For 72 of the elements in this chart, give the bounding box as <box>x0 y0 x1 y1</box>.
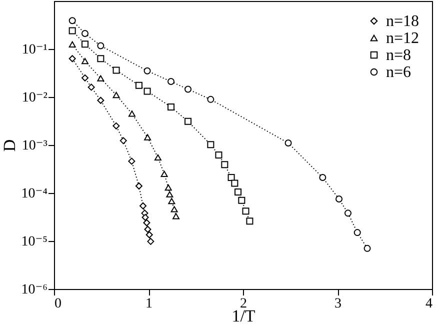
legend-label: n=12 <box>386 30 420 47</box>
point <box>154 154 162 161</box>
legend-label: n=18 <box>386 13 420 30</box>
point <box>167 78 174 86</box>
point <box>167 103 174 110</box>
point <box>166 191 174 198</box>
point <box>172 213 180 220</box>
y-tick-label: 10⁻² <box>22 90 48 106</box>
point <box>144 226 152 233</box>
point <box>184 118 192 125</box>
point <box>354 229 361 236</box>
y-tick-label: 10⁻¹ <box>22 42 48 58</box>
point <box>144 134 152 140</box>
point <box>68 55 76 62</box>
point <box>97 75 104 82</box>
point <box>128 110 136 117</box>
y-axis-title: D <box>0 139 20 152</box>
point <box>81 30 88 38</box>
point <box>81 40 88 48</box>
y-tick-label: 10⁻⁶ <box>21 282 48 298</box>
point <box>234 188 242 196</box>
x-tick-label: 0 <box>54 296 62 312</box>
legend-label: n=6 <box>386 64 412 81</box>
x-tick-label: 4 <box>426 296 432 312</box>
point <box>68 17 76 24</box>
point <box>221 161 228 168</box>
point <box>207 141 214 148</box>
point <box>97 96 104 104</box>
point <box>144 67 151 74</box>
legend-label: n=8 <box>386 47 412 64</box>
point <box>128 158 136 165</box>
point <box>336 196 343 202</box>
point <box>242 208 250 215</box>
point <box>112 92 120 98</box>
y-tick-label: 10⁻⁴ <box>21 186 48 202</box>
point <box>238 196 246 204</box>
point <box>147 238 154 245</box>
point <box>81 58 88 64</box>
point <box>68 41 76 48</box>
point <box>88 84 95 91</box>
point <box>284 140 292 147</box>
point <box>215 151 222 158</box>
point <box>135 182 142 190</box>
point <box>97 55 104 62</box>
point <box>112 122 120 130</box>
point <box>168 198 176 204</box>
point <box>140 202 147 210</box>
y-tick-label: 10⁻⁵ <box>21 234 48 250</box>
point <box>246 218 254 225</box>
x-tick-label: 1 <box>146 296 152 312</box>
point <box>68 27 76 34</box>
x-tick-label: 3 <box>334 296 342 312</box>
point <box>112 66 120 74</box>
point <box>164 184 172 191</box>
y-tick-label: 10⁻³ <box>22 138 48 154</box>
point <box>135 82 142 89</box>
point <box>231 180 238 187</box>
point <box>319 174 326 182</box>
point <box>344 210 352 217</box>
point <box>364 244 371 252</box>
point <box>120 137 127 144</box>
point <box>143 219 150 226</box>
point <box>144 88 151 95</box>
point <box>228 174 235 182</box>
point <box>160 170 168 177</box>
point <box>207 96 214 103</box>
point <box>97 42 104 50</box>
point <box>184 86 192 93</box>
point <box>142 214 149 221</box>
point <box>81 74 88 82</box>
point <box>170 206 178 212</box>
point <box>146 231 153 238</box>
